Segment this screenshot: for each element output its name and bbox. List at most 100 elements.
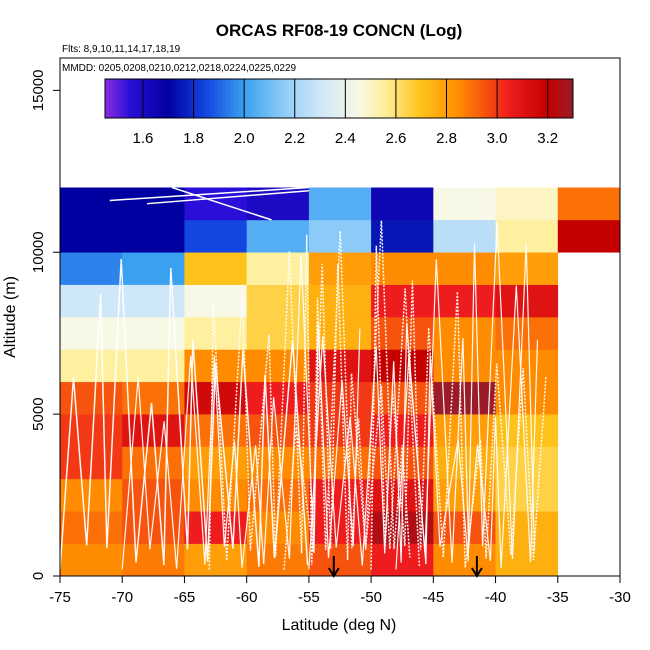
colorbar-segment (272, 79, 277, 118)
colorbar-segment (190, 79, 196, 118)
colorbar-segment (432, 79, 437, 118)
colorbar-segment (167, 79, 172, 118)
colorbar-segment (257, 79, 262, 118)
heatmap-cell (122, 349, 185, 383)
flight-track (147, 189, 309, 205)
x-tick-label: -35 (547, 589, 569, 606)
heatmap-cell (308, 252, 372, 285)
colorbar-segment (452, 79, 457, 118)
heatmap-cell (184, 543, 247, 577)
heatmap-cell (495, 284, 559, 318)
colorbar-segment (502, 79, 508, 118)
colorbar-segment (463, 79, 469, 118)
x-tick-label: -65 (174, 589, 196, 606)
heatmap-cell (246, 252, 310, 285)
heatmap-cell (60, 349, 123, 383)
heatmap-cell (371, 252, 434, 285)
heatmap-cell (60, 478, 123, 512)
colorbar-segment (456, 79, 461, 118)
heatmap-cell (60, 543, 123, 577)
x-tick-label: -70 (111, 589, 133, 606)
colorbar-segment (179, 79, 184, 118)
colorbar-segment (522, 79, 527, 118)
colorbar-segment (553, 79, 558, 118)
colorbar-segment (339, 79, 344, 118)
colorbar-segment (307, 79, 313, 118)
heatmap-cell (308, 284, 372, 318)
colorbar-segment (245, 79, 250, 118)
colorbar-segment (159, 79, 164, 118)
colorbar-segment (537, 79, 543, 118)
colorbar-segment (210, 79, 215, 118)
heatmap-cell (60, 187, 123, 221)
colorbar-segment (229, 79, 235, 118)
colorbar-segment (311, 79, 316, 118)
colorbar-segment (346, 79, 352, 118)
colorbar-segment (378, 79, 383, 118)
flight-track (308, 259, 539, 570)
colorbar-segment (557, 79, 562, 118)
colorbar-segment (409, 79, 414, 118)
colorbar-segment (448, 79, 453, 118)
colorbar-segment (385, 79, 391, 118)
colorbar-segment (354, 79, 359, 118)
heatmap-cell (60, 381, 123, 415)
heatmap-cell (557, 219, 621, 253)
heatmap-cell (433, 284, 496, 318)
heatmap-cell (433, 252, 496, 285)
colorbar-segment (132, 79, 137, 118)
x-tick-label: -45 (422, 589, 444, 606)
heatmap-cell (122, 446, 185, 480)
colorbar-segment (518, 79, 523, 118)
heatmap-cell (371, 187, 434, 221)
colorbar-segment (288, 79, 293, 118)
chart-title: ORCAS RF08-19 CONCN (Log) (216, 21, 463, 40)
colorbar-segment (264, 79, 270, 118)
heatmap-cell (433, 349, 496, 383)
heatmap-cell (60, 284, 123, 318)
colorbar-tick-label: 1.8 (183, 130, 204, 147)
colorbar-segment (561, 79, 566, 118)
colorbar-segment (300, 79, 305, 118)
heatmap-cell (308, 187, 372, 221)
x-tick-label: -75 (49, 589, 71, 606)
colorbar-segment (136, 79, 141, 118)
colorbar-segment (549, 79, 554, 118)
colorbar-tick-label: 2.2 (284, 130, 305, 147)
heatmap-cell (184, 219, 247, 253)
heatmap-cell (557, 187, 621, 221)
heatmap-cell (60, 219, 123, 253)
colorbar-segment (327, 79, 332, 118)
colorbar-segment (459, 79, 465, 118)
heatmap-cell (433, 187, 496, 221)
colorbar-segment (366, 79, 371, 118)
flight-track (59, 258, 309, 570)
heatmap-cell (495, 187, 559, 221)
colorbar-tick-label: 2.8 (436, 130, 457, 147)
colorbar-segment (261, 79, 266, 118)
dates-label: MMDD: 0205,0208,0210,0212,0218,0224,0225… (62, 63, 297, 74)
colorbar-segment (424, 79, 430, 118)
colorbar-segment (401, 79, 406, 118)
heatmap-cell (246, 381, 310, 415)
colorbar-tick-label: 3.0 (487, 130, 508, 147)
colorbar-segment (436, 79, 441, 118)
colorbar-segment (479, 79, 484, 118)
colorbar-segment (183, 79, 188, 118)
colorbar-segment (405, 79, 410, 118)
colorbar-segment (108, 79, 114, 118)
colorbar-segment (498, 79, 504, 118)
colorbar-segment (420, 79, 426, 118)
heatmap-cell (246, 543, 310, 577)
heatmap-cell (495, 543, 559, 577)
heatmap-cells (60, 187, 621, 577)
colorbar-segment (413, 79, 418, 118)
colorbar-segment (253, 79, 258, 118)
colorbar-segment (315, 79, 320, 118)
heatmap-cell (184, 317, 247, 350)
colorbar-segment (194, 79, 199, 118)
x-tick-label: -55 (298, 589, 320, 606)
x-tick-label: -40 (485, 589, 507, 606)
colorbar-segment (151, 79, 157, 118)
y-tick-label: 10000 (30, 231, 47, 273)
